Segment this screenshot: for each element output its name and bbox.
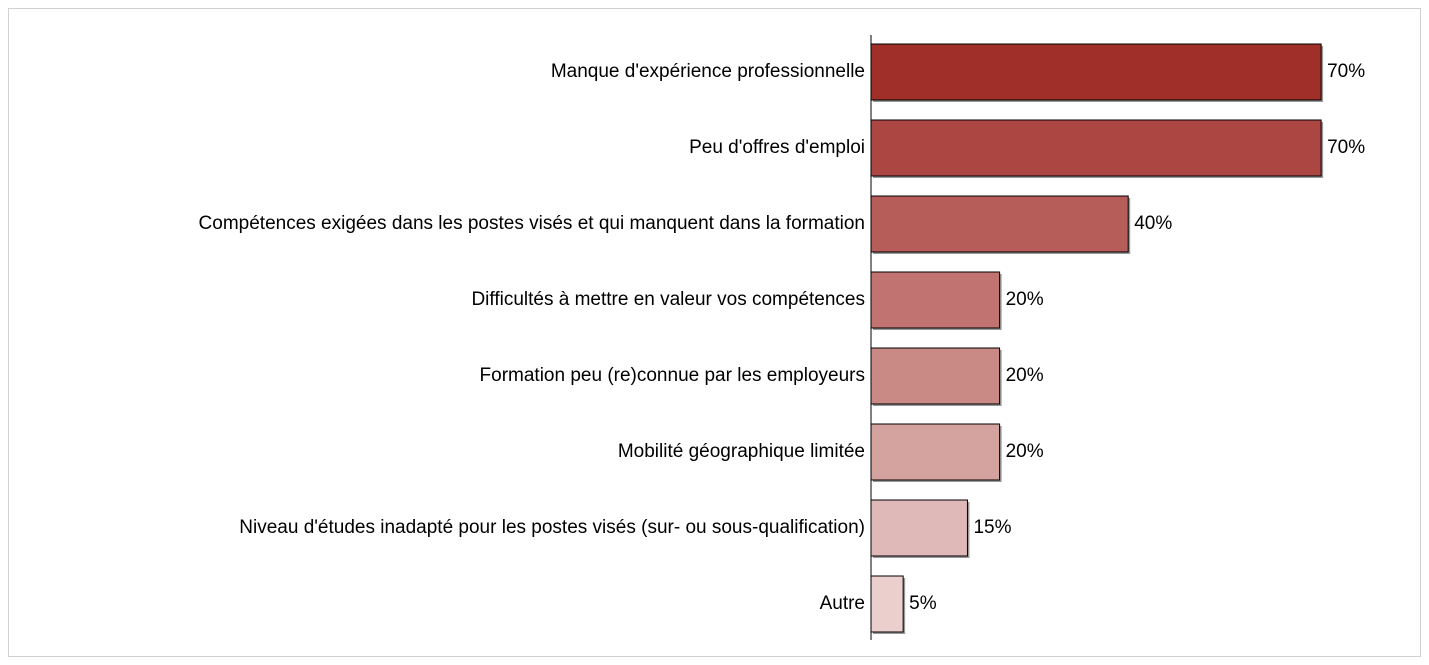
value-label: 70%: [1327, 61, 1365, 82]
category-label: Formation peu (re)connue par les employe…: [480, 365, 865, 386]
bar: [870, 499, 968, 557]
category-label: Compétences exigées dans les postes visé…: [199, 213, 865, 234]
bar: [870, 423, 1001, 481]
value-label: 15%: [973, 517, 1011, 538]
value-label: 20%: [1006, 365, 1044, 386]
bar: [870, 347, 1001, 405]
chart-frame: [8, 8, 1421, 657]
value-label: 70%: [1327, 137, 1365, 158]
category-label: Niveau d'études inadapté pour les postes…: [239, 517, 865, 538]
bar: [870, 119, 1322, 177]
bar: [870, 271, 1001, 329]
category-label: Manque d'expérience professionnelle: [551, 61, 865, 82]
value-label: 20%: [1006, 441, 1044, 462]
category-label: Peu d'offres d'emploi: [689, 137, 865, 158]
bar: [870, 575, 904, 633]
category-label: Difficultés à mettre en valeur vos compé…: [471, 289, 865, 310]
bar: [870, 195, 1129, 253]
value-label: 20%: [1006, 289, 1044, 310]
value-label: 40%: [1134, 213, 1172, 234]
bar: [870, 43, 1322, 101]
value-label: 5%: [909, 593, 937, 614]
category-label: Mobilité géographique limitée: [618, 441, 865, 462]
category-label: Autre: [820, 593, 865, 614]
